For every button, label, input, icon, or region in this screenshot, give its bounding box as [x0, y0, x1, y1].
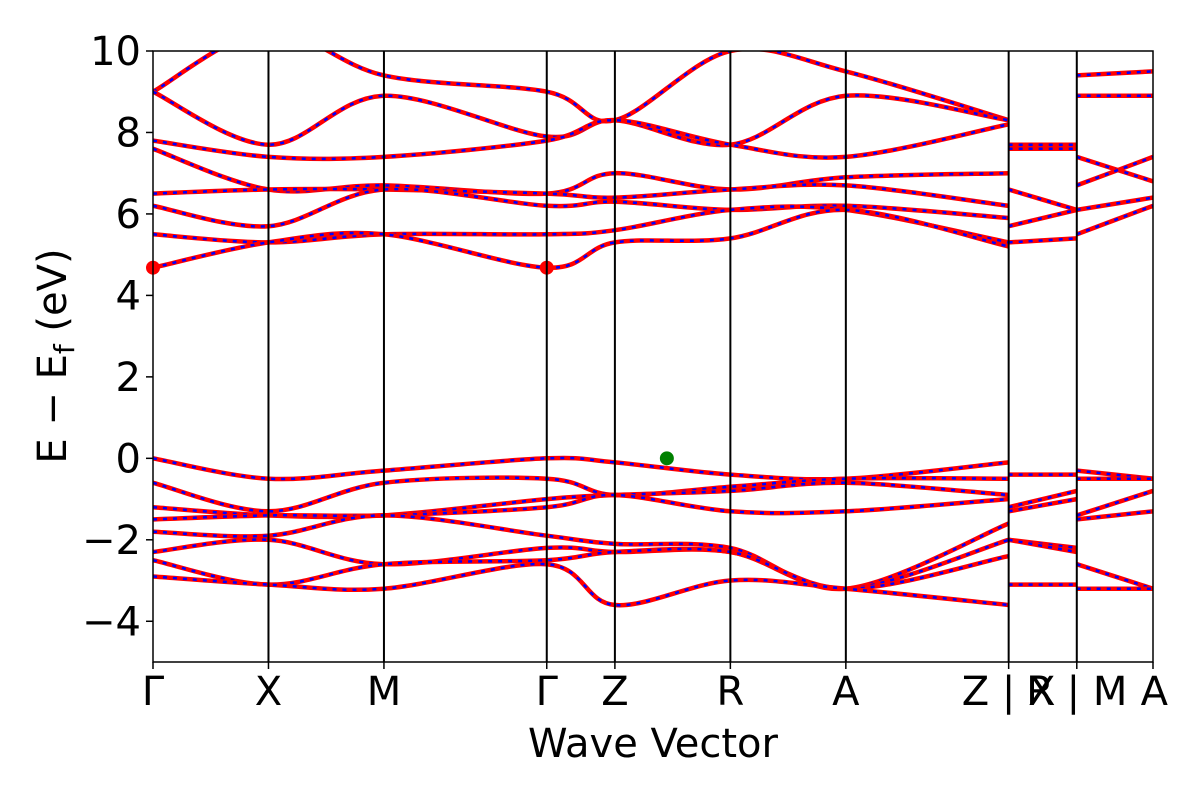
band-line-spin-down — [1008, 237, 1077, 244]
plot-frame — [152, 50, 1154, 663]
x-tick-label: Γ — [536, 669, 559, 715]
band-line-spin-up — [153, 51, 1010, 124]
y-axis-label-sub: f — [48, 343, 81, 354]
vbm-marker — [659, 451, 674, 466]
band-line-spin-down — [1076, 204, 1153, 236]
y-tick-label: 10 — [90, 29, 141, 75]
band-line-spin-up — [153, 89, 1010, 148]
band-line-spin-down — [153, 514, 1010, 591]
x-tick-label: A — [1141, 669, 1169, 715]
y-tick-label: 2 — [116, 355, 141, 401]
x-tick-label: X — [255, 669, 282, 715]
band-line-spin-up — [153, 207, 1010, 270]
x-tick-label: M — [367, 669, 402, 715]
x-tick-label: Z — [601, 669, 628, 715]
x-tick-label: Z | X — [962, 669, 1056, 715]
x-axis-label: Wave Vector — [528, 721, 779, 767]
band-line-spin-up — [1008, 207, 1078, 229]
x-tick-label: Γ — [142, 669, 165, 715]
x-tick-label: A — [832, 669, 860, 715]
y-tick-label: 4 — [116, 273, 141, 319]
band-line-spin-down — [1076, 510, 1153, 521]
y-tick-label: 0 — [116, 436, 141, 482]
band-line-spin-down — [1076, 196, 1153, 212]
band-line-spin-down — [153, 90, 1009, 147]
band-line-spin-up — [1008, 537, 1078, 555]
markers-layer — [146, 260, 674, 466]
y-axis-label: E − Ef (eV) — [30, 248, 81, 463]
y-tick-label: −2 — [82, 518, 141, 564]
band-line-spin-up — [153, 513, 1010, 592]
y-tick-label: 6 — [116, 192, 141, 238]
band-line-spin-down — [1076, 155, 1153, 187]
band-line-spin-down — [153, 208, 1009, 269]
x-tick-label: R | M — [1026, 669, 1127, 715]
band-line-spin-down — [1076, 70, 1153, 77]
bands-layer — [153, 51, 1153, 608]
x-tick-label: R — [716, 669, 744, 715]
y-axis-label-main: E − E — [30, 354, 76, 464]
y-axis-label-unit: (eV) — [30, 248, 76, 344]
band-line-spin-up — [1008, 488, 1078, 510]
band-line-spin-up — [153, 117, 1010, 162]
band-line-spin-down — [1076, 563, 1153, 590]
band-line-spin-down — [153, 456, 1009, 481]
high-symmetry-lines — [267, 51, 1078, 662]
band-line-spin-down — [153, 493, 1009, 521]
band-line-spin-up — [1008, 496, 1078, 514]
band-line-spin-up — [153, 492, 1009, 522]
y-axis-ticks: −4 −2 0 2 4 6 8 10 — [82, 29, 153, 645]
band-line-spin-down — [1076, 489, 1153, 517]
y-tick-label: 8 — [116, 110, 141, 156]
y-tick-label: −4 — [82, 599, 141, 645]
